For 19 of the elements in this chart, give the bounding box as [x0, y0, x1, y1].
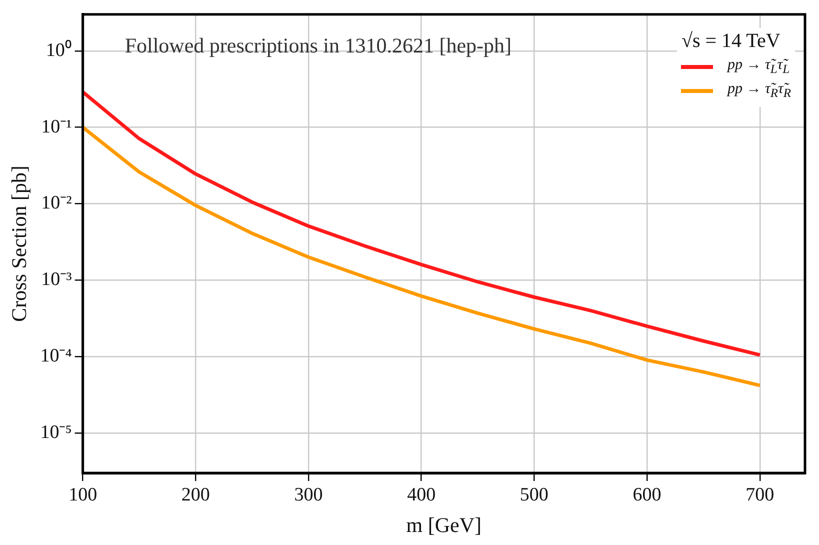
legend-label: pp → τ̃$_{R}$τ̃$_{R}$	[727, 81, 791, 102]
x-tick-label: 200	[181, 484, 210, 506]
x-axis-title: m [GeV]	[406, 512, 482, 537]
x-tick-label: 700	[746, 484, 774, 506]
x-tick-label: 400	[407, 484, 436, 506]
annotation: Followed prescriptions in 1310.2621 [hep-ph]	[124, 33, 512, 58]
y-axis-title: Cross Section [pb]	[7, 166, 32, 322]
y-tick-label: 10⁻⁴	[40, 346, 72, 367]
x-tick-label: 500	[520, 484, 548, 506]
x-tick-label: 100	[68, 484, 98, 506]
x-tick-label: 600	[632, 484, 662, 506]
legend-title: √s = 14 TeV	[681, 30, 782, 54]
y-tick-label: 10⁻²	[41, 192, 72, 214]
y-tick-label: 10⁻³	[41, 269, 72, 290]
y-tick-label: 10⁰	[46, 38, 72, 61]
legend-label: pp → τ̃$_{L}$τ̃$_{L}$	[727, 57, 790, 78]
y-tick-label: 10⁻⁵	[40, 422, 72, 444]
x-tick-label: 300	[294, 484, 323, 506]
y-tick-label: 10⁻¹	[41, 116, 72, 138]
